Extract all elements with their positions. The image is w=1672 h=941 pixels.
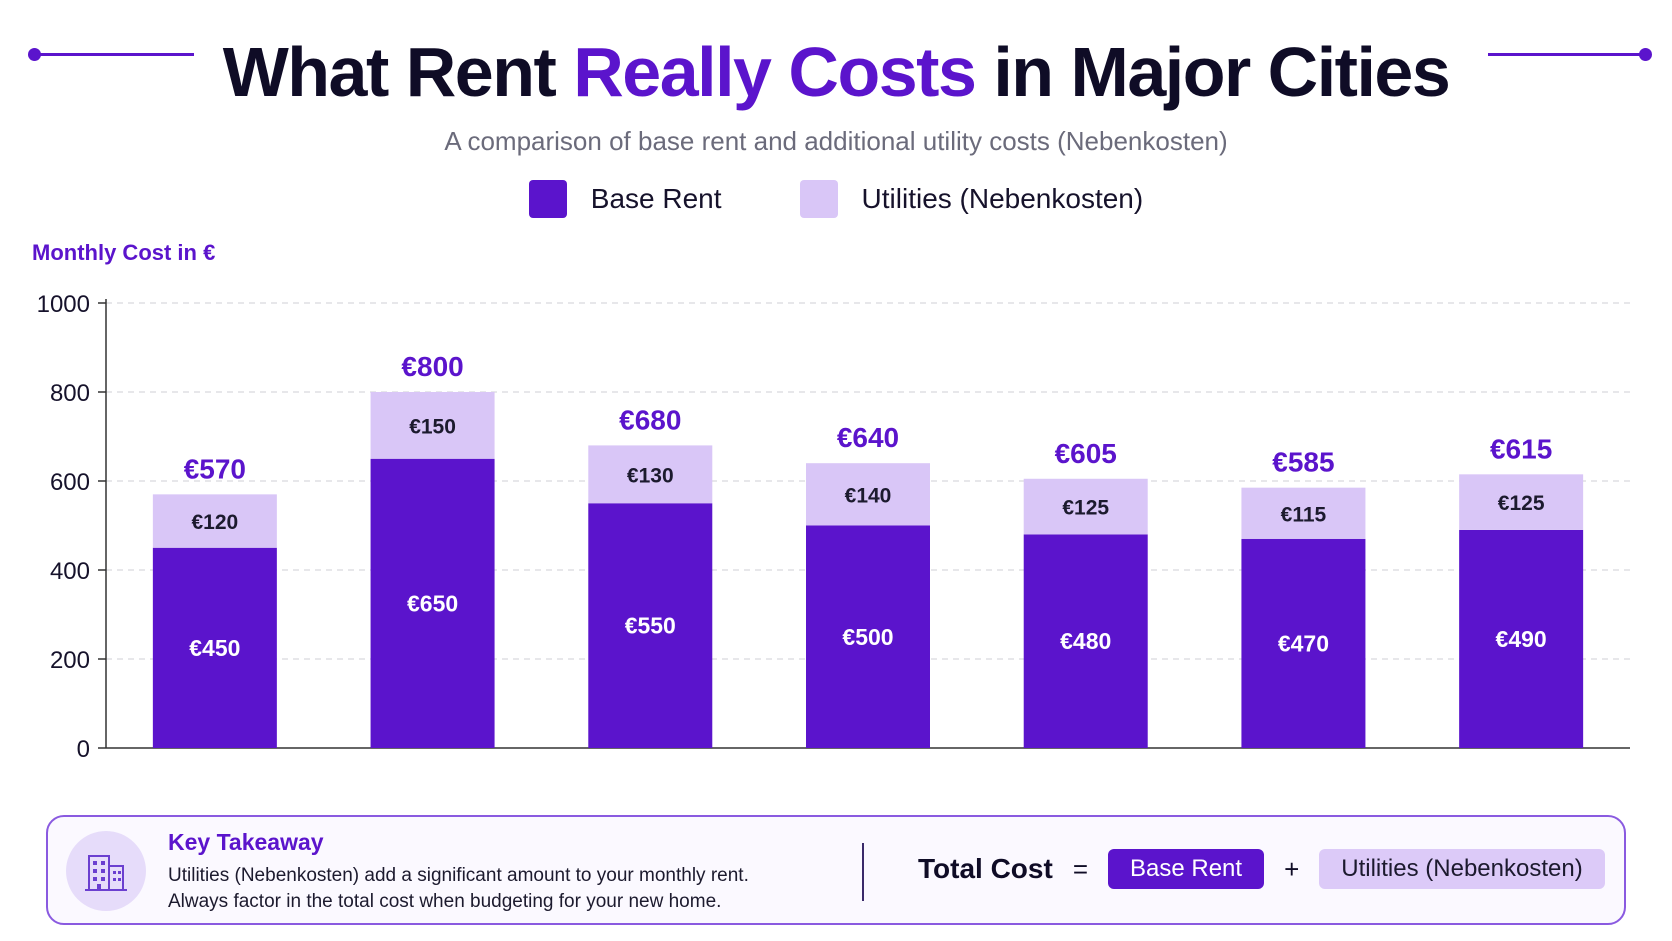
y-axis-label: Monthly Cost in € xyxy=(32,240,215,265)
utilities-value-label: €115 xyxy=(1281,503,1327,526)
utilities-value-label: €125 xyxy=(1498,492,1545,515)
chart-legend: Base Rent Utilities (Nebenkosten) xyxy=(0,180,1672,218)
bar-base-stuttgart xyxy=(1023,534,1148,748)
utilities-value-label: €120 xyxy=(191,511,238,534)
takeaway-divider xyxy=(862,843,864,901)
y-tick-label: 1000 xyxy=(37,291,90,318)
formula-plus: + xyxy=(1284,853,1300,884)
x-category-label: Düsseldorf xyxy=(1453,762,1589,765)
total-value-label: €800 xyxy=(401,351,463,382)
title-dot-right xyxy=(1639,48,1652,61)
base-value-label: €470 xyxy=(1278,630,1329,656)
title-accent: Really Costs xyxy=(573,33,977,111)
total-value-label: €570 xyxy=(184,453,246,484)
legend-swatch-base xyxy=(528,180,567,218)
title-rule-right xyxy=(1488,53,1648,56)
bar-utilities-cologne xyxy=(1241,487,1366,539)
takeaway-line-2: Always factor in the total cost when bud… xyxy=(168,891,722,912)
y-tick-label: 400 xyxy=(50,558,90,585)
base-value-label: €650 xyxy=(407,590,458,616)
total-value-label: €615 xyxy=(1490,433,1552,464)
key-takeaway-panel: Key Takeaway Utilities (Nebenkosten) add… xyxy=(46,815,1626,925)
base-value-label: €550 xyxy=(625,613,676,639)
base-value-label: €490 xyxy=(1496,626,1547,652)
utilities-value-label: €130 xyxy=(627,464,674,487)
legend-label-base: Base Rent xyxy=(590,183,722,214)
bar-utilities-frankfurt xyxy=(588,445,713,504)
formula-base-pill: Base Rent xyxy=(1108,849,1265,889)
takeaway-icon-circle xyxy=(66,831,146,911)
formula-utilities-pill: Utilities (Nebenkosten) xyxy=(1319,849,1605,889)
bar-utilities-stuttgart xyxy=(1023,478,1148,535)
bar-utilities-düsseldorf xyxy=(1459,474,1584,530)
building-icon xyxy=(85,855,127,891)
title-dot-left xyxy=(28,48,41,61)
legend-swatch-utilities xyxy=(799,180,838,218)
total-value-label: €605 xyxy=(1055,438,1117,469)
page-title: What Rent Really Costs in Major Cities xyxy=(222,32,1451,112)
legend-item-utilities: Utilities (Nebenkosten) xyxy=(799,180,1144,218)
utilities-value-label: €150 xyxy=(409,415,456,438)
bar-utilities-hamburg xyxy=(806,463,930,526)
takeaway-line-1: Utilities (Nebenkosten) add a significan… xyxy=(168,865,749,886)
takeaway-heading: Key Takeaway xyxy=(168,829,324,855)
stacked-bar-chart: Monthly Cost in € 0 200 400 600 800 1000 €450 €1… xyxy=(32,240,1630,765)
bar-base-cologne xyxy=(1241,538,1366,748)
total-value-label: €585 xyxy=(1272,447,1334,478)
base-value-label: €500 xyxy=(842,624,893,650)
title-part1: What Rent xyxy=(222,33,574,111)
x-category-label: Cologne xyxy=(1251,762,1355,765)
formula-total-label: Total Cost xyxy=(918,853,1053,884)
utilities-value-label: €140 xyxy=(845,484,892,507)
y-tick-label: 0 xyxy=(77,736,90,763)
x-category-label: Berlin xyxy=(178,762,252,765)
y-tick-label: 200 xyxy=(50,647,90,674)
x-category-label: Frankfurt xyxy=(593,762,707,765)
utilities-value-label: €125 xyxy=(1062,497,1109,520)
base-value-label: €450 xyxy=(189,635,240,661)
total-cost-formula: Total Cost = Base Rent + Utilities (Nebe… xyxy=(918,849,1605,889)
legend-label-utilities: Utilities (Nebenkosten) xyxy=(861,183,1144,214)
takeaway-text: Utilities (Nebenkosten) add a significan… xyxy=(168,863,828,915)
bar-base-hamburg xyxy=(806,525,930,748)
total-value-label: €680 xyxy=(619,404,681,435)
bar-base-frankfurt xyxy=(588,503,713,748)
base-value-label: €480 xyxy=(1060,628,1111,654)
bar-utilities-berlin xyxy=(152,494,277,548)
title-rule-left xyxy=(34,53,194,56)
x-category-label: Munich xyxy=(387,762,478,765)
legend-item-base: Base Rent xyxy=(528,180,722,218)
y-tick-label: 800 xyxy=(50,380,90,407)
page-subtitle: A comparison of base rent and additional… xyxy=(444,126,1228,156)
title-row: What Rent Really Costs in Major Cities xyxy=(0,22,1672,122)
x-category-label: Hamburg xyxy=(811,762,925,765)
formula-equals: = xyxy=(1072,853,1088,884)
bar-base-munich xyxy=(370,458,495,748)
bar-base-berlin xyxy=(152,547,277,748)
x-category-label: Stuttgart xyxy=(1032,762,1141,765)
bar-utilities-munich xyxy=(370,392,495,459)
title-part2: in Major Cities xyxy=(975,33,1450,111)
y-tick-label: 600 xyxy=(50,469,90,496)
bar-base-düsseldorf xyxy=(1459,529,1584,748)
total-value-label: €640 xyxy=(837,422,899,453)
